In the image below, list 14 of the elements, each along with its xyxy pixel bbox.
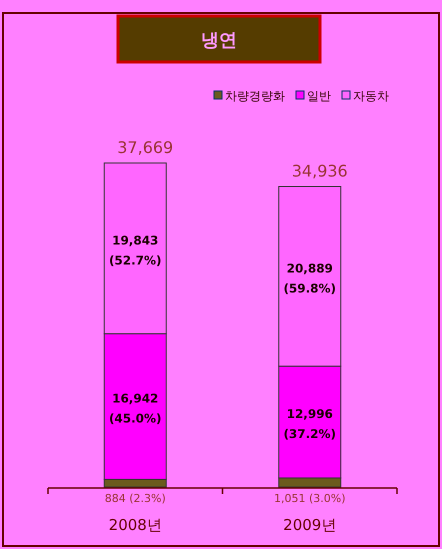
- data-label: 1,051 (3.0%): [274, 492, 346, 505]
- total-label: 34,936: [292, 162, 348, 181]
- data-label: 884 (2.3%): [104, 492, 166, 505]
- total-label: 37,669: [117, 138, 174, 157]
- data-label: 20,889 (59.8%): [283, 261, 336, 296]
- legend-label: 차량경량화: [225, 89, 285, 103]
- chart-title: 냉연: [201, 30, 237, 51]
- legend-label: 자동차: [353, 89, 389, 103]
- data-label: 12,996 (37.2%): [283, 407, 336, 442]
- x-tick-label: 2008년: [108, 516, 162, 534]
- legend-label: 일반: [307, 89, 331, 103]
- data-label: 19,843 (52.7%): [108, 233, 162, 268]
- x-tick-label: 2009년: [283, 516, 336, 534]
- data-label: 16,942 (45.0%): [108, 392, 162, 426]
